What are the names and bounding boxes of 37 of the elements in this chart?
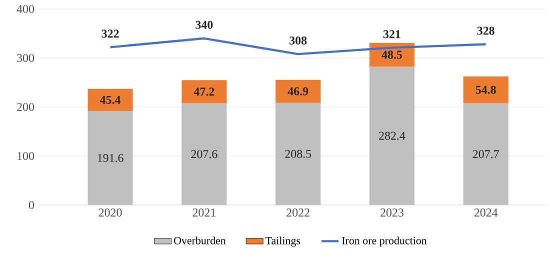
bar (463, 103, 508, 205)
data-label: 207.6 (191, 150, 218, 158)
bar (88, 88, 133, 112)
legend-label: Overburden (174, 236, 226, 244)
data-label: 207.7 (472, 150, 499, 158)
y-tick-label: 400 (16, 4, 34, 14)
x-tick-label: 2021 (192, 208, 216, 217)
x-tick-label: 2022 (286, 208, 310, 217)
data-label: 208.5 (285, 150, 312, 158)
data-label: 48.5 (382, 50, 402, 59)
data-label: 54.8 (476, 86, 496, 94)
y-tick-label: 200 (17, 102, 34, 112)
x-tick-label: 2020 (98, 208, 122, 217)
data-label: 322 (102, 30, 119, 38)
data-label: 328 (477, 26, 494, 35)
legend-label: Iron ore production (342, 236, 427, 247)
bar (276, 102, 321, 205)
data-label: 321 (383, 30, 400, 38)
y-tick-label: 0 (28, 200, 34, 210)
x-tick-label: 2024 (474, 208, 498, 217)
data-label: 308 (290, 36, 307, 45)
bar (88, 111, 133, 205)
bar (182, 103, 227, 205)
data-label: 282.4 (379, 132, 406, 140)
data-label: 340 (196, 20, 213, 29)
data-label: 191.6 (98, 154, 124, 162)
legend-label: Tailings (265, 236, 300, 247)
bar (182, 80, 227, 104)
data-label: 46.9 (288, 87, 308, 96)
data-label: 47.2 (194, 88, 214, 96)
bar (463, 76, 508, 104)
x-tick-label: 2023 (380, 208, 404, 217)
bar (369, 66, 414, 205)
y-tick-label: 300 (17, 54, 34, 62)
bar (276, 80, 321, 103)
y-tick-label: 100 (18, 152, 34, 160)
data-label: 45.4 (100, 96, 121, 104)
